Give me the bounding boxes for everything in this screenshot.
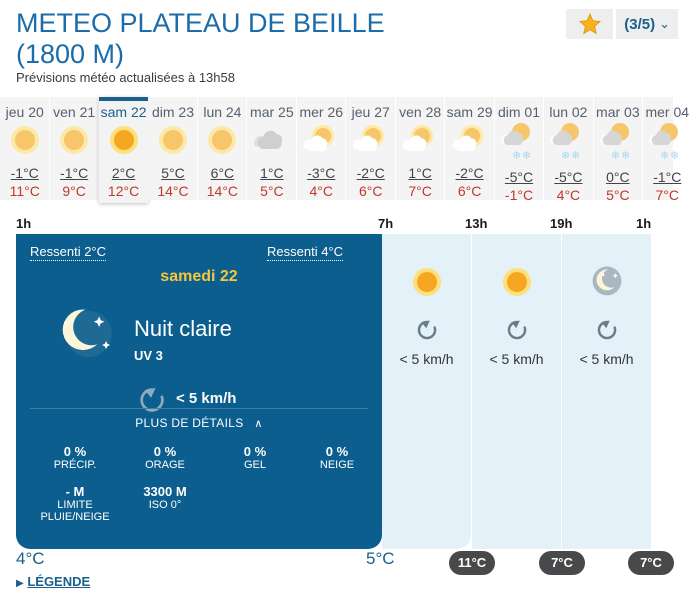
svg-text:❄: ❄ [561,150,570,162]
svg-text:❄: ❄ [660,150,669,162]
svg-text:❄: ❄ [512,150,521,162]
svg-text:❄: ❄ [621,150,630,162]
svg-text:❄: ❄ [670,150,679,162]
svg-text:❄: ❄ [522,150,531,162]
svg-text:❄: ❄ [611,150,620,162]
svg-text:❄: ❄ [571,150,580,162]
